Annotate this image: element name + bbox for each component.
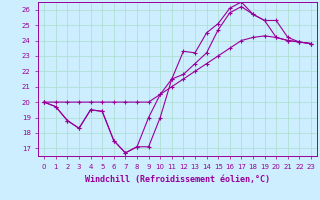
X-axis label: Windchill (Refroidissement éolien,°C): Windchill (Refroidissement éolien,°C) xyxy=(85,175,270,184)
